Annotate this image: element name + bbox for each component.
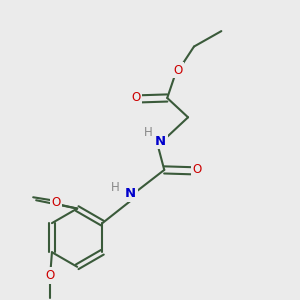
Text: O: O — [51, 196, 60, 209]
Text: O: O — [131, 91, 140, 104]
Text: H: H — [111, 181, 120, 194]
Text: O: O — [173, 64, 183, 77]
Text: O: O — [192, 163, 202, 176]
Text: N: N — [155, 135, 166, 148]
Text: H: H — [143, 126, 152, 139]
Text: O: O — [46, 269, 55, 282]
Text: N: N — [125, 187, 136, 200]
